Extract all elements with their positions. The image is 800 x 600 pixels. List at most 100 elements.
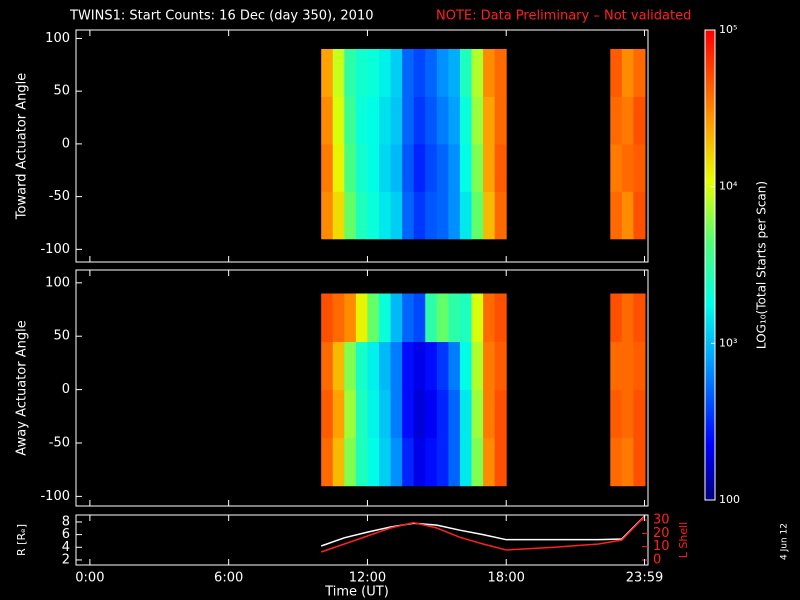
colorbar-swatch — [705, 430, 715, 433]
heatmap-cell — [402, 96, 415, 145]
colorbar-swatch — [705, 348, 715, 351]
colorbar-swatch — [705, 114, 715, 117]
heatmap-cell — [355, 96, 368, 145]
colorbar-swatch — [705, 356, 715, 359]
colorbar-swatch — [705, 204, 715, 207]
colorbar-swatch — [705, 264, 715, 267]
colorbar-swatch — [705, 122, 715, 125]
colorbar-swatch — [705, 198, 715, 201]
colorbar-swatch — [705, 110, 715, 113]
colorbar-swatch — [705, 456, 715, 459]
colorbar-swatch — [705, 50, 715, 53]
colorbar-swatch — [705, 282, 715, 285]
colorbar-swatch — [705, 286, 715, 289]
colorbar-swatch — [705, 222, 715, 225]
heatmap-cell — [355, 191, 368, 240]
heatmap-cell — [390, 143, 403, 192]
colorbar-swatch — [705, 414, 715, 417]
colorbar-swatch — [705, 334, 715, 337]
heatmap-cell — [390, 191, 403, 240]
colorbar-frame — [704, 29, 716, 501]
colorbar-swatch — [705, 244, 715, 247]
heatmap-cell — [332, 96, 345, 145]
heatmap-cell — [610, 341, 623, 391]
colorbar-swatch — [705, 322, 715, 325]
heatmap-cell — [494, 389, 507, 439]
heatmap-cell — [483, 96, 496, 145]
heatmap-cell — [379, 389, 392, 439]
heatmap-cell — [379, 437, 392, 487]
colorbar-swatch — [705, 112, 715, 115]
colorbar-swatch — [705, 280, 715, 283]
colorbar-swatch — [705, 232, 715, 235]
heatmap-cell — [425, 143, 438, 192]
colorbar-swatch — [705, 174, 715, 177]
heatmap-cell — [425, 389, 438, 439]
colorbar-swatch — [705, 478, 715, 481]
heatmap-cell — [332, 437, 345, 487]
colorbar-swatch — [705, 96, 715, 99]
heatmap-cell — [633, 293, 646, 343]
colorbar-swatch — [705, 212, 715, 215]
heatmap-cell — [402, 341, 415, 391]
heatmap-cell — [367, 191, 380, 240]
colorbar-swatch — [705, 344, 715, 347]
colorbar-swatch — [705, 294, 715, 297]
colorbar-swatch — [705, 268, 715, 271]
colorbar-swatch — [705, 274, 715, 277]
heatmap-cell — [332, 389, 345, 439]
colorbar-swatch — [705, 354, 715, 357]
y-tick-label: 10 — [653, 539, 670, 554]
colorbar-swatch — [705, 410, 715, 413]
heatmap-cell — [633, 96, 646, 145]
heatmap-cell — [610, 48, 623, 97]
heatmap-cell — [610, 143, 623, 192]
heatmap-cell — [425, 341, 438, 391]
heatmap-cell — [413, 143, 426, 192]
heatmap-cell — [459, 293, 473, 343]
colorbar-tick-label: 100 — [719, 493, 740, 506]
heatmap-cell — [494, 191, 507, 240]
heatmap-cell — [355, 437, 368, 487]
colorbar-swatch — [705, 258, 715, 261]
y-tick-label: 0 — [653, 553, 661, 568]
colorbar-swatch — [705, 88, 715, 91]
y-tick-label: 0 — [62, 136, 70, 151]
colorbar-swatch — [705, 234, 715, 237]
heatmap-cell — [483, 389, 496, 439]
heatmap-cell — [413, 48, 426, 97]
colorbar-swatch — [705, 462, 715, 465]
colorbar-swatch — [705, 48, 715, 51]
colorbar-swatch — [705, 254, 715, 257]
colorbar-swatch — [705, 474, 715, 477]
colorbar-swatch — [705, 74, 715, 77]
colorbar-swatch — [705, 412, 715, 415]
colorbar-swatch — [705, 52, 715, 55]
colorbar-swatch — [705, 426, 715, 429]
heatmap-cell — [321, 143, 334, 192]
heatmap-cell — [402, 437, 415, 487]
heatmap-cell — [390, 389, 403, 439]
x-tick-label: 23:59 — [626, 571, 663, 586]
colorbar-swatch — [705, 206, 715, 209]
colorbar-swatch — [705, 490, 715, 493]
heatmap-cell — [483, 293, 496, 343]
colorbar-swatch — [705, 316, 715, 319]
y-tick-label: 30 — [653, 513, 670, 528]
y-tick-label: -100 — [40, 242, 70, 257]
heatmap-cell — [344, 293, 357, 343]
heatmap-cell — [610, 191, 623, 240]
x-tick-label: 12:00 — [349, 571, 386, 586]
colorbar-swatch — [705, 172, 715, 175]
heatmap-cell — [344, 191, 357, 240]
colorbar-swatch — [705, 310, 715, 313]
colorbar-tick-label: 10⁴ — [719, 180, 738, 193]
heatmap-cell — [621, 437, 634, 487]
colorbar-swatch — [705, 276, 715, 279]
heatmap-cell — [344, 437, 357, 487]
colorbar-swatch — [705, 382, 715, 385]
colorbar-swatch — [705, 194, 715, 197]
heatmap-cell — [425, 293, 438, 343]
colorbar-swatch — [705, 444, 715, 447]
colorbar-swatch — [705, 56, 715, 59]
